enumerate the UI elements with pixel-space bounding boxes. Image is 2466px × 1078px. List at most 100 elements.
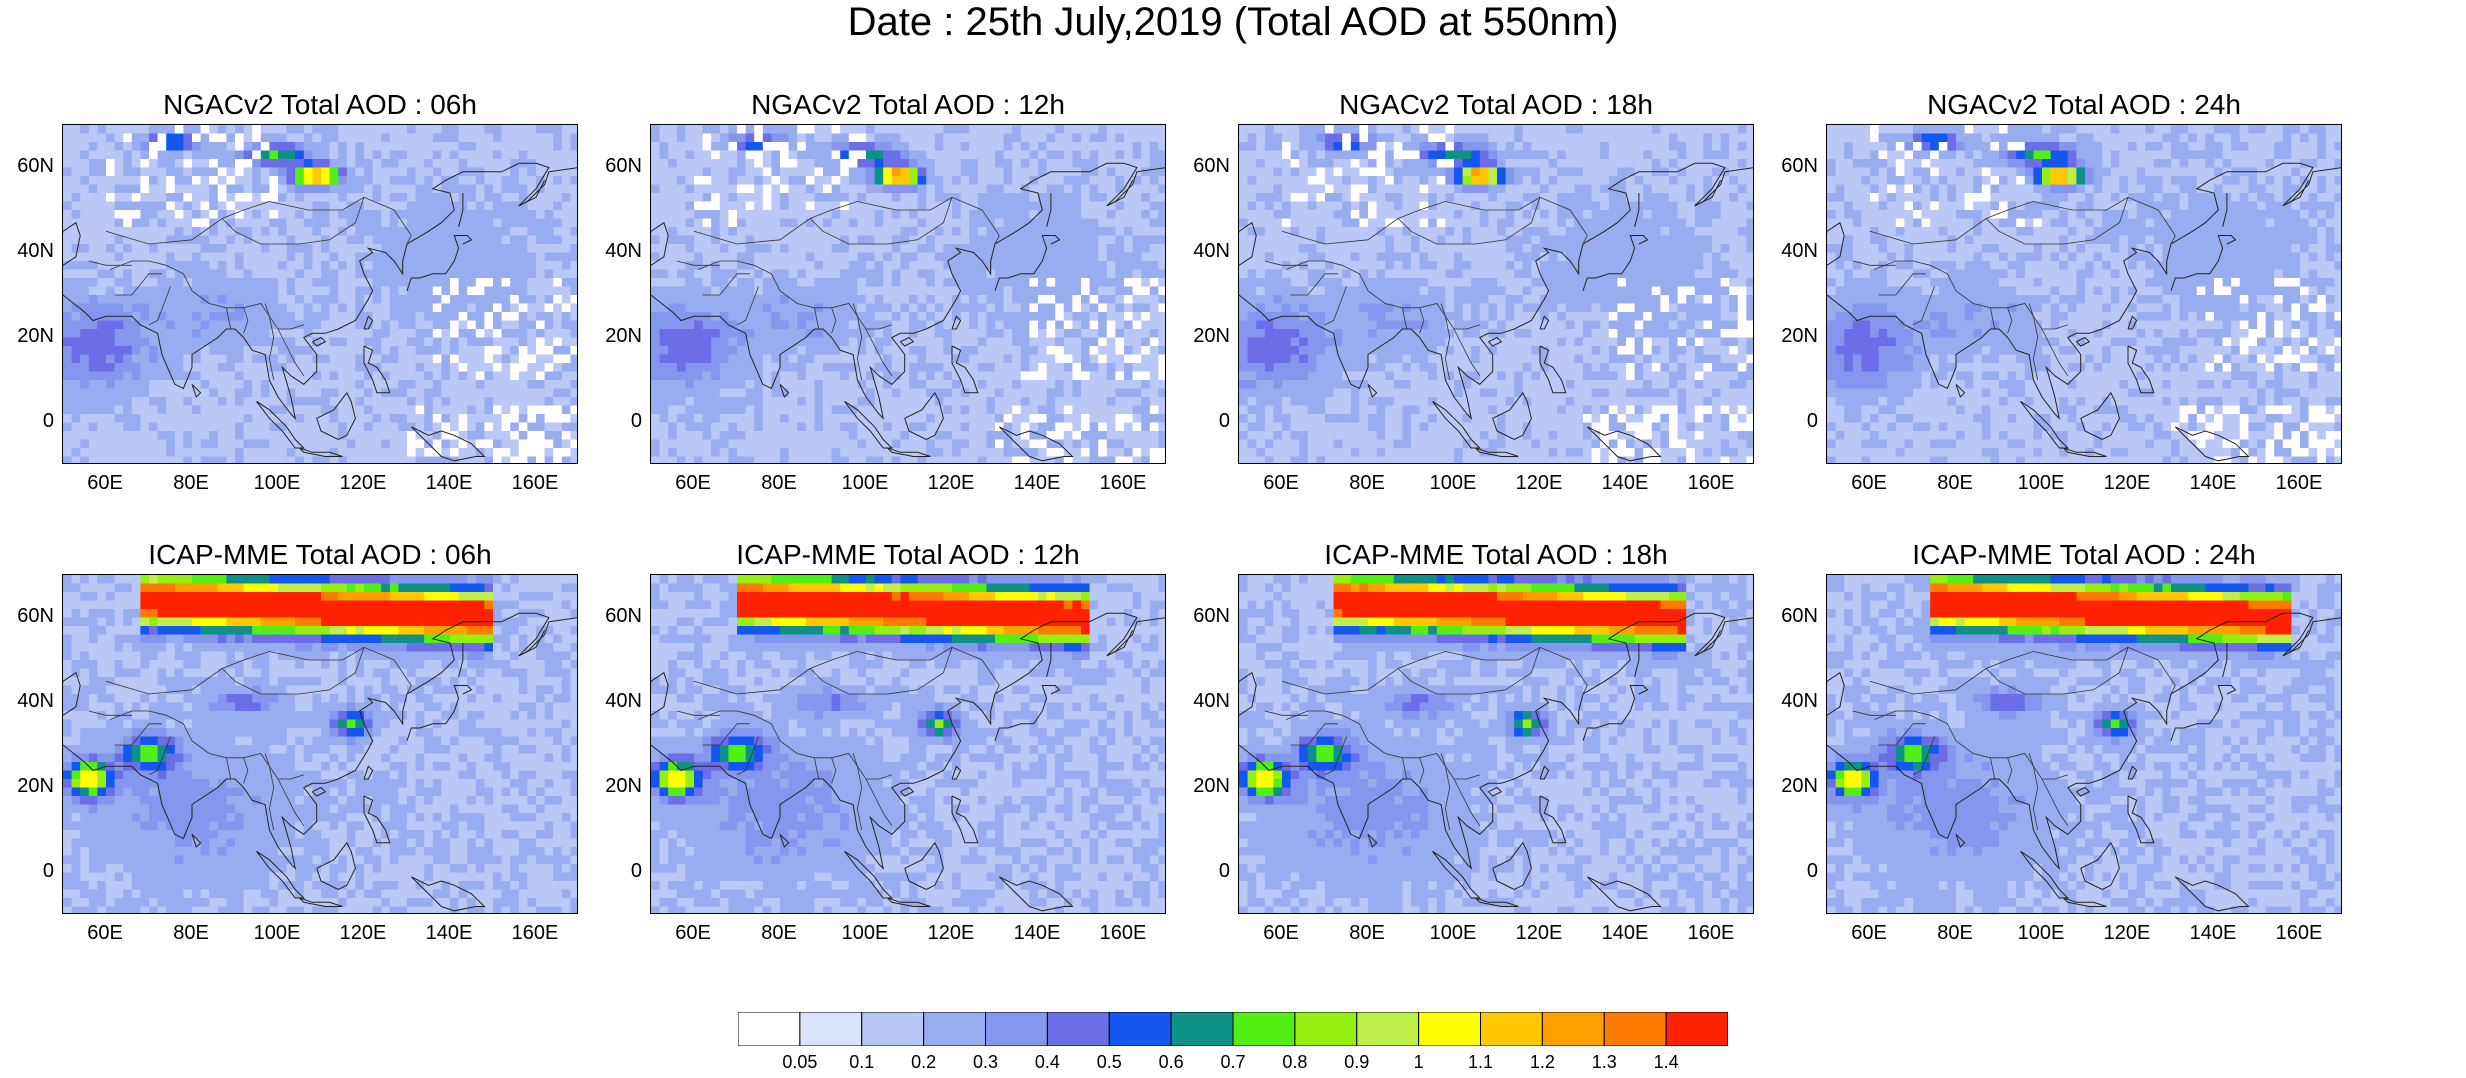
colorbar-tick-label: 1.2 <box>1512 1052 1572 1073</box>
lat-tick-label: 40N <box>592 690 642 713</box>
panel-title: NGACv2 Total AOD : 06h <box>60 88 580 122</box>
aod-map <box>650 124 1166 464</box>
aod-field <box>651 125 1166 464</box>
aod-field <box>651 575 1166 914</box>
lat-tick-label: 0 <box>4 410 54 433</box>
lat-tick-label: 0 <box>1180 860 1230 883</box>
aod-field <box>1239 125 1754 464</box>
colorbar-tick-label: 1.1 <box>1451 1052 1511 1073</box>
colorbar <box>738 1012 1728 1046</box>
lon-tick-label: 140E <box>1007 922 1067 945</box>
colorbar-swatch <box>1604 1012 1666 1046</box>
lon-tick-label: 100E <box>247 922 307 945</box>
lon-tick-label: 60E <box>1839 472 1899 495</box>
aod-field <box>63 575 578 914</box>
lat-tick-label: 40N <box>4 690 54 713</box>
lon-tick-label: 80E <box>1337 472 1397 495</box>
colorbar-tick-label: 0.7 <box>1203 1052 1263 1073</box>
lat-tick-label: 20N <box>4 325 54 348</box>
aod-field <box>1827 125 2342 464</box>
lon-tick-label: 80E <box>1925 472 1985 495</box>
colorbar-swatch <box>1171 1012 1233 1046</box>
lat-tick-label: 0 <box>1768 860 1818 883</box>
lat-tick-label: 40N <box>1768 690 1818 713</box>
lon-tick-label: 120E <box>1509 922 1569 945</box>
panel-title: NGACv2 Total AOD : 24h <box>1824 88 2344 122</box>
lon-tick-label: 60E <box>1251 922 1311 945</box>
lat-tick-label: 60N <box>592 155 642 178</box>
colorbar-tick-label: 0.2 <box>894 1052 954 1073</box>
main-title: Date : 25th July,2019 (Total AOD at 550n… <box>0 0 2466 44</box>
lon-tick-label: 60E <box>663 472 723 495</box>
aod-field <box>1827 575 2342 914</box>
lon-tick-label: 120E <box>2097 922 2157 945</box>
colorbar-swatch <box>986 1012 1048 1046</box>
lat-tick-label: 60N <box>1768 155 1818 178</box>
lon-tick-label: 160E <box>1681 922 1741 945</box>
lat-tick-label: 60N <box>1768 605 1818 628</box>
lat-tick-label: 0 <box>592 860 642 883</box>
lat-tick-label: 0 <box>592 410 642 433</box>
lon-tick-label: 160E <box>1093 922 1153 945</box>
lon-tick-label: 60E <box>75 922 135 945</box>
aod-map <box>62 124 578 464</box>
lon-tick-label: 100E <box>2011 922 2071 945</box>
lat-tick-label: 20N <box>1768 775 1818 798</box>
lon-tick-label: 160E <box>505 922 565 945</box>
lat-tick-label: 40N <box>4 240 54 263</box>
lon-tick-label: 60E <box>1251 472 1311 495</box>
lon-tick-label: 100E <box>835 922 895 945</box>
colorbar-swatch <box>1047 1012 1109 1046</box>
lon-tick-label: 80E <box>1337 922 1397 945</box>
lat-tick-label: 0 <box>1180 410 1230 433</box>
lon-tick-label: 140E <box>1595 472 1655 495</box>
lon-tick-label: 60E <box>75 472 135 495</box>
lon-tick-label: 100E <box>835 472 895 495</box>
panel-title: NGACv2 Total AOD : 18h <box>1236 88 1756 122</box>
lon-tick-label: 140E <box>419 922 479 945</box>
colorbar-tick-label: 0.05 <box>770 1052 830 1073</box>
lat-tick-label: 40N <box>1180 240 1230 263</box>
lon-tick-label: 100E <box>2011 472 2071 495</box>
colorbar-swatch <box>800 1012 862 1046</box>
lon-tick-label: 60E <box>1839 922 1899 945</box>
colorbar-swatch <box>1295 1012 1357 1046</box>
lat-tick-label: 60N <box>1180 155 1230 178</box>
lat-tick-label: 60N <box>592 605 642 628</box>
colorbar-swatch <box>1542 1012 1604 1046</box>
colorbar-swatch <box>1109 1012 1171 1046</box>
panel-title: ICAP-MME Total AOD : 18h <box>1236 538 1756 572</box>
lat-tick-label: 40N <box>592 240 642 263</box>
lon-tick-label: 140E <box>2183 922 2243 945</box>
lon-tick-label: 120E <box>333 472 393 495</box>
lon-tick-label: 160E <box>2269 922 2329 945</box>
colorbar-swatch <box>738 1012 800 1046</box>
panel-title: ICAP-MME Total AOD : 24h <box>1824 538 2344 572</box>
colorbar-tick-label: 0.5 <box>1079 1052 1139 1073</box>
colorbar-swatch <box>1419 1012 1481 1046</box>
lon-tick-label: 80E <box>749 472 809 495</box>
colorbar-tick-label: 1 <box>1389 1052 1449 1073</box>
aod-map <box>1826 124 2342 464</box>
lon-tick-label: 160E <box>1093 472 1153 495</box>
panel-title: NGACv2 Total AOD : 12h <box>648 88 1168 122</box>
lon-tick-label: 120E <box>333 922 393 945</box>
aod-map <box>62 574 578 914</box>
lat-tick-label: 20N <box>1180 775 1230 798</box>
lon-tick-label: 120E <box>1509 472 1569 495</box>
aod-map <box>650 574 1166 914</box>
colorbar-tick-label: 1.4 <box>1636 1052 1696 1073</box>
lon-tick-label: 100E <box>1423 922 1483 945</box>
lon-tick-label: 140E <box>1007 472 1067 495</box>
lat-tick-label: 20N <box>1768 325 1818 348</box>
lon-tick-label: 100E <box>247 472 307 495</box>
lon-tick-label: 80E <box>1925 922 1985 945</box>
panel-title: ICAP-MME Total AOD : 06h <box>60 538 580 572</box>
lat-tick-label: 60N <box>4 605 54 628</box>
